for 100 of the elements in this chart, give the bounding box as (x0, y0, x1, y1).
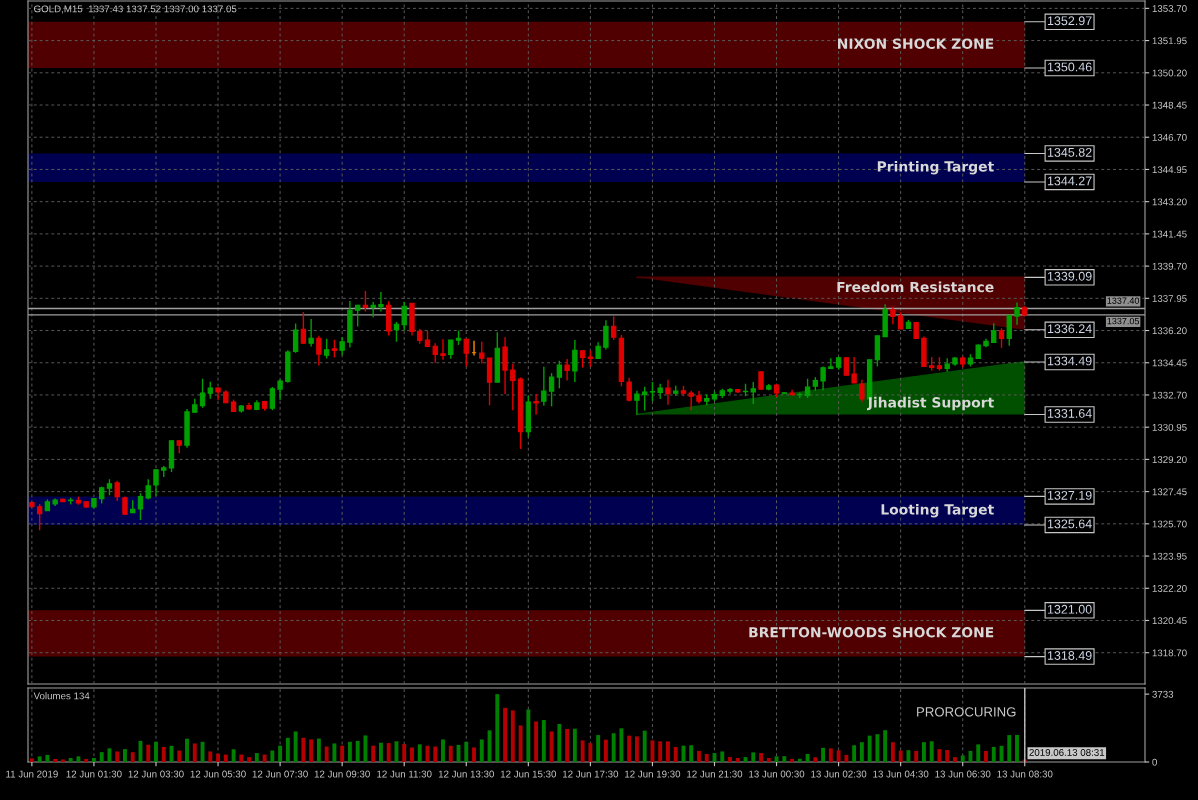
bar (448, 745, 453, 762)
y-tick-label: 1346.70 (1152, 133, 1187, 141)
ref-line-label: 1337.05 (1107, 317, 1140, 325)
annotation: 1352.97 (1047, 16, 1092, 26)
candlestick (874, 334, 881, 368)
candlestick (300, 311, 307, 345)
bar (580, 740, 585, 762)
bar (154, 741, 158, 762)
candlestick (378, 291, 384, 313)
candlestick (323, 338, 330, 360)
annotation: 1334.49 (1047, 356, 1092, 366)
y-tick-label: 1320.45 (1152, 617, 1187, 625)
bar (208, 751, 213, 762)
bar (666, 741, 670, 762)
bar (921, 742, 926, 762)
x-tick-label: 12 Jun 09:30 (314, 770, 370, 778)
bar (223, 754, 228, 762)
bar (766, 758, 771, 762)
x-tick-label: 12 Jun 07:30 (252, 770, 308, 778)
bar (301, 737, 306, 762)
bar (402, 744, 407, 762)
bar (510, 710, 515, 762)
bar (479, 739, 484, 762)
candlestick (548, 372, 555, 408)
bar (549, 731, 554, 762)
candlestick (649, 381, 656, 402)
bar (1007, 735, 1012, 762)
y-tick-label: 1327.45 (1152, 488, 1187, 496)
x-tick-label: 12 Jun 17:30 (563, 770, 619, 778)
bar (953, 757, 957, 762)
bar (433, 746, 438, 762)
bar (759, 753, 763, 762)
y-tick-label: 1336.20 (1152, 327, 1187, 335)
bar (984, 750, 988, 762)
annotation: 1336.24 (1047, 324, 1092, 334)
candlestick (277, 378, 283, 402)
candlestick (626, 376, 632, 403)
bar (914, 750, 919, 762)
bar (177, 750, 182, 762)
y-tick-label: 1341.45 (1152, 230, 1187, 238)
x-tick-label: 12 Jun 21:30 (687, 770, 743, 778)
annotation: 1325.64 (1047, 519, 1092, 529)
bar (572, 728, 577, 762)
candlestick (634, 390, 640, 416)
bar (45, 754, 50, 762)
y-tick-label: 1348.45 (1152, 101, 1187, 109)
bar (91, 758, 96, 762)
bar (634, 736, 639, 762)
bar (650, 740, 655, 762)
bar (735, 758, 740, 762)
x-tick-label: 13 Jun 08:30 (997, 770, 1053, 778)
candlestick (610, 315, 617, 341)
candlestick (541, 366, 547, 407)
bar (797, 758, 802, 762)
candlestick (1014, 301, 1020, 326)
x-tick-label: 13 Jun 02:30 (811, 770, 867, 778)
x-tick-label: 12 Jun 13:30 (438, 770, 494, 778)
bar (852, 745, 857, 762)
bar (37, 756, 42, 762)
y-tick-label: 1330.95 (1152, 423, 1187, 431)
candlestick (316, 335, 322, 367)
bar (619, 728, 624, 762)
bar (890, 742, 895, 762)
y-tick-label: 1325.70 (1152, 520, 1187, 528)
bar (790, 758, 794, 762)
bar (278, 745, 283, 762)
candlestick (843, 356, 850, 377)
bar (309, 739, 314, 762)
y-tick-label: 1339.70 (1152, 262, 1187, 270)
candlestick (153, 468, 159, 497)
bar (464, 741, 469, 762)
candlestick (641, 385, 648, 412)
bar (363, 735, 368, 762)
bar (270, 750, 275, 762)
chart-title: Volumes 134 (33, 692, 90, 700)
bar (146, 744, 151, 762)
candlestick (758, 370, 764, 391)
x-tick-label: 12 Jun 03:30 (128, 770, 184, 778)
bar (410, 747, 414, 762)
bar (883, 730, 888, 762)
bar (782, 756, 787, 762)
bar (976, 744, 981, 762)
bar (161, 746, 166, 762)
bar (728, 757, 732, 762)
candlestick (564, 358, 570, 382)
band-label: BRETTON-WOODS SHOCK ZONE (749, 626, 994, 638)
bar (185, 738, 189, 762)
y-tick-label: 1334.45 (1152, 359, 1187, 367)
bar (115, 751, 120, 762)
candlestick (36, 503, 43, 531)
bar (29, 758, 34, 762)
bar (472, 747, 476, 762)
y-tick-label: 1337.95 (1152, 295, 1187, 302)
bar (386, 743, 391, 762)
candlestick (510, 363, 516, 411)
bar (417, 744, 422, 762)
annotation: 1318.49 (1047, 651, 1092, 660)
band-label: Looting Target (881, 503, 994, 518)
bar (836, 750, 841, 762)
bar (828, 748, 833, 762)
